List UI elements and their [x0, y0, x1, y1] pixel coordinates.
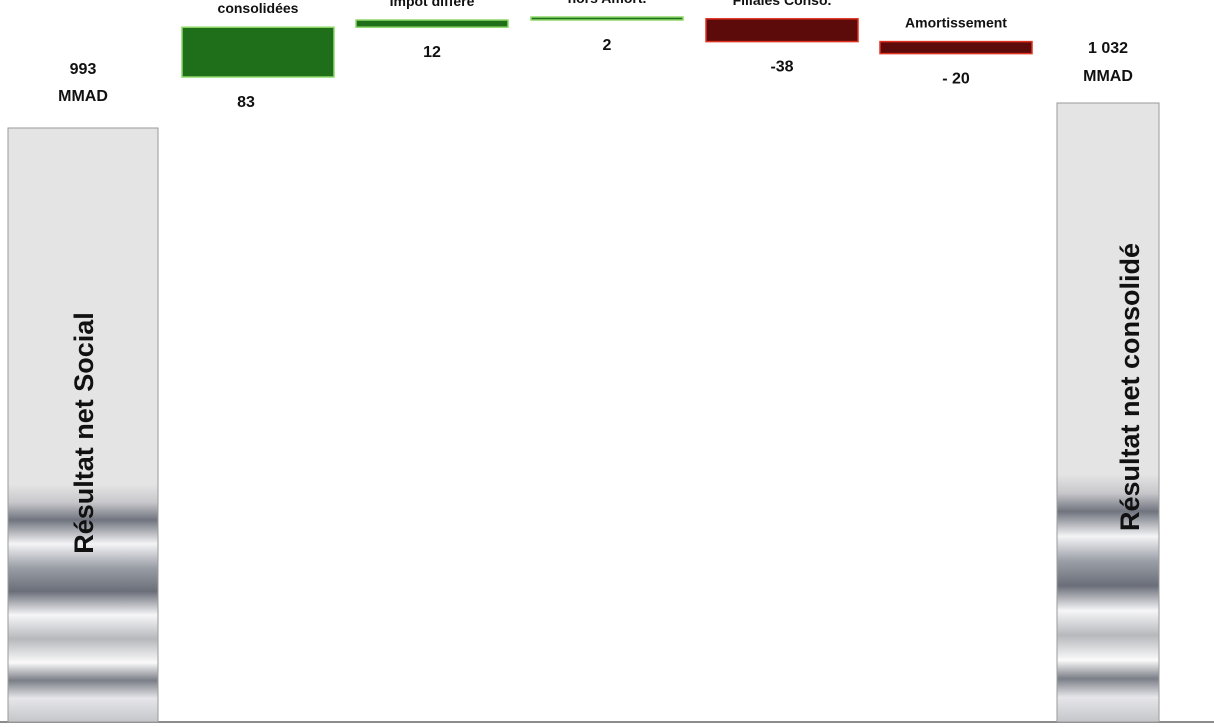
end-total-value: 1 032 [1088, 40, 1128, 57]
end-total-title: Résultat net consolidé [1115, 243, 1145, 531]
category-label-1-line-2: consolidées [218, 0, 299, 16]
value-label-5: - 20 [942, 71, 970, 88]
value-label-1: 83 [237, 94, 255, 111]
start-total-title: Résultat net Social [69, 312, 99, 554]
bar-start-total [7, 127, 159, 723]
bar-step-4 [705, 18, 859, 43]
value-label-4: -38 [770, 59, 793, 76]
start-total-value: 993 [70, 61, 97, 78]
start-total-unit: MMAD [58, 88, 108, 105]
bar-step-1 [181, 26, 335, 78]
category-label-5-line-1: Amortissement [905, 15, 1007, 31]
bar-step-3 [530, 16, 684, 21]
value-label-2: 12 [423, 44, 441, 61]
category-label-3-line-2: hors Amort. [568, 0, 647, 6]
bar-step-2 [355, 19, 509, 28]
value-label-3: 2 [603, 37, 612, 54]
category-label-2-line-1: Impôt différé [390, 0, 475, 9]
bar-step-5 [879, 40, 1033, 55]
category-label-4-line-2: Filiales Conso. [733, 0, 832, 8]
bar-end-total [1056, 102, 1160, 723]
end-total-unit: MMAD [1083, 68, 1133, 85]
